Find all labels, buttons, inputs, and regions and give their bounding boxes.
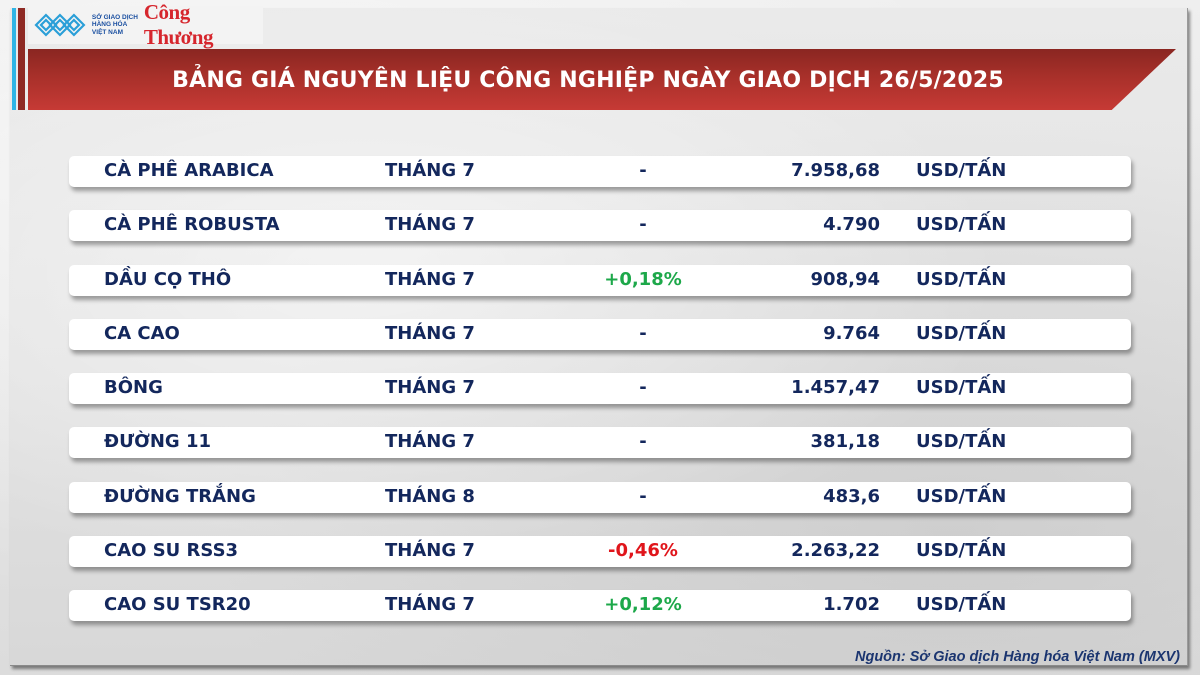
contract-month: THÁNG 7 xyxy=(385,268,475,290)
price-unit: USD/TẤN xyxy=(916,540,1007,562)
price-unit: USD/TẤN xyxy=(916,160,1007,181)
page-title: BẢNG GIÁ NGUYÊN LIỆU CÔNG NGHIỆP NGÀY GI… xyxy=(172,68,1004,93)
commodity-name: BÔNG xyxy=(104,377,163,399)
mxv-logo-line3: VIỆT NAM xyxy=(91,28,123,36)
contract-month: THÁNG 7 xyxy=(385,431,475,453)
table-row: CAO SU TSR20 THÁNG 7 +0,12% 1.702 USD/TẤ… xyxy=(69,590,1131,622)
commodity-name: CÀ PHÊ ARABICA xyxy=(104,160,274,181)
table-row: CA CAO THÁNG 7 - 9.764 USD/TẤN xyxy=(69,318,1131,350)
price-change: -0,46% xyxy=(608,540,678,562)
price-value: 9.764 xyxy=(823,322,880,344)
price-value: 381,18 xyxy=(810,431,880,453)
contract-month: THÁNG 7 xyxy=(385,160,475,181)
contract-month: THÁNG 8 xyxy=(385,485,475,507)
price-value: 2.263,22 xyxy=(791,540,880,562)
mxv-logo-text: SỞ GIAO DỊCH HÀNG HÓA VIỆT NAM xyxy=(92,14,140,37)
price-value: 4.790 xyxy=(823,214,880,236)
contract-month: THÁNG 7 xyxy=(385,594,475,616)
price-value: 1.457,47 xyxy=(791,377,880,399)
commodity-name: CA CAO xyxy=(104,322,180,344)
commodity-name: CÀ PHÊ ROBUSTA xyxy=(104,214,280,236)
mxv-logo-icon xyxy=(34,13,86,37)
price-unit: USD/TẤN xyxy=(916,322,1007,344)
table-row: BÔNG THÁNG 7 - 1.457,47 USD/TẤN xyxy=(69,373,1131,405)
accent-bar-red xyxy=(18,8,25,110)
price-value: 908,94 xyxy=(810,268,880,290)
title-banner: BẢNG GIÁ NGUYÊN LIỆU CÔNG NGHIỆP NGÀY GI… xyxy=(28,49,1176,110)
accent-bar-blue xyxy=(12,8,16,110)
price-unit: USD/TẤN xyxy=(916,214,1007,236)
source-note: Nguồn: Sở Giao dịch Hàng hóa Việt Nam (M… xyxy=(855,649,1180,665)
price-change: +0,12% xyxy=(604,594,682,616)
contract-month: THÁNG 7 xyxy=(385,540,475,562)
price-unit: USD/TẤN xyxy=(916,431,1007,453)
price-unit: USD/TẤN xyxy=(916,594,1007,616)
cong-thuong-logo: Công Thương xyxy=(143,0,263,52)
price-unit: USD/TẤN xyxy=(916,268,1007,290)
mxv-logo-line1: SỞ GIAO DỊCH xyxy=(91,13,138,21)
commodity-name: DẦU CỌ THÔ xyxy=(104,268,232,290)
price-value: 483,6 xyxy=(823,485,880,507)
price-unit: USD/TẤN xyxy=(916,485,1007,507)
table-row: CÀ PHÊ ROBUSTA THÁNG 7 - 4.790 USD/TẤN xyxy=(69,210,1131,242)
price-value: 1.702 xyxy=(823,594,880,616)
price-value: 7.958,68 xyxy=(791,160,880,181)
price-table: CÀ PHÊ ARABICA THÁNG 7 - 7.958,68 USD/TẤ… xyxy=(69,156,1131,645)
table-row: ĐƯỜNG 11 THÁNG 7 - 381,18 USD/TẤN xyxy=(69,427,1131,459)
table-row: CÀ PHÊ ARABICA THÁNG 7 - 7.958,68 USD/TẤ… xyxy=(69,156,1131,187)
contract-month: THÁNG 7 xyxy=(385,377,475,399)
header-logos: SỞ GIAO DỊCH HÀNG HÓA VIỆT NAM Công Thươ… xyxy=(28,0,263,52)
commodity-name: ĐƯỜNG 11 xyxy=(104,431,211,453)
contract-month: THÁNG 7 xyxy=(385,214,475,236)
price-change: - xyxy=(639,160,647,181)
price-unit: USD/TẤN xyxy=(916,377,1007,399)
commodity-name: CAO SU TSR20 xyxy=(104,594,251,616)
price-change: - xyxy=(639,377,647,399)
price-change: - xyxy=(639,322,647,344)
commodity-name: CAO SU RSS3 xyxy=(104,540,239,562)
table-row: CAO SU RSS3 THÁNG 7 -0,46% 2.263,22 USD/… xyxy=(69,536,1131,568)
mxv-logo-line2: HÀNG HÓA xyxy=(91,21,128,29)
cong-thuong-logo-text: Công Thương xyxy=(143,0,214,49)
price-change: - xyxy=(639,485,647,507)
table-row: DẦU CỌ THÔ THÁNG 7 +0,18% 908,94 USD/TẤN xyxy=(69,264,1131,296)
price-change: - xyxy=(639,431,647,453)
contract-month: THÁNG 7 xyxy=(385,322,475,344)
price-change: - xyxy=(639,214,647,236)
table-row: ĐƯỜNG TRẮNG THÁNG 8 - 483,6 USD/TẤN xyxy=(69,481,1131,513)
commodity-name: ĐƯỜNG TRẮNG xyxy=(104,485,256,507)
price-change: +0,18% xyxy=(604,268,682,290)
